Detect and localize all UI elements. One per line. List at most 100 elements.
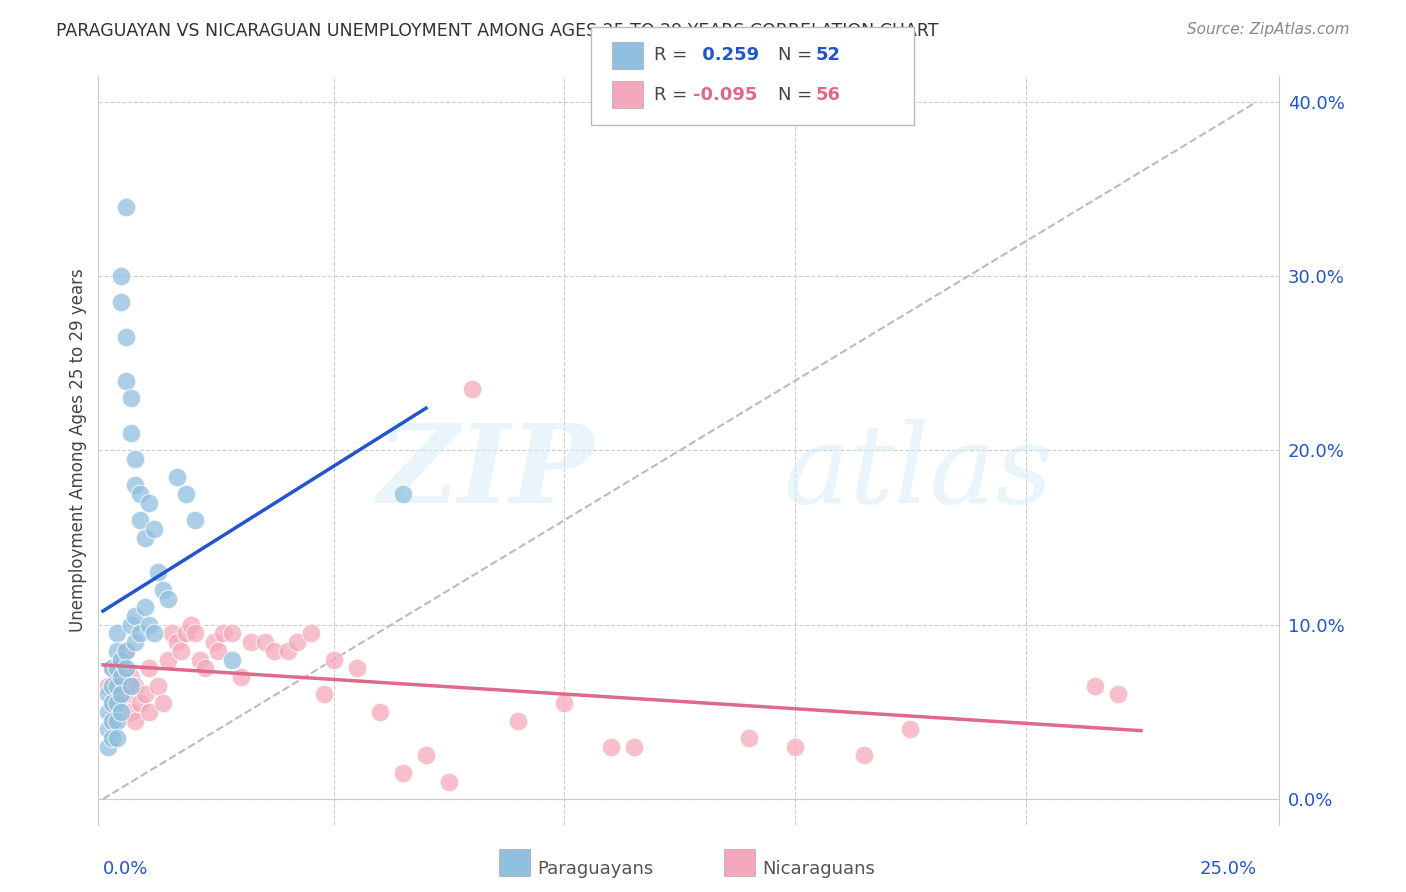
Point	[553, 696, 575, 710]
Point	[277, 644, 299, 658]
Point	[115, 644, 138, 658]
Point	[97, 687, 120, 701]
Point	[120, 617, 142, 632]
Point	[105, 714, 128, 728]
Point	[124, 452, 146, 467]
Point	[239, 635, 262, 649]
Point	[285, 635, 308, 649]
Text: 25.0%: 25.0%	[1199, 860, 1257, 878]
Point	[110, 295, 132, 310]
Point	[212, 626, 235, 640]
Point	[193, 661, 215, 675]
Point	[392, 765, 415, 780]
Point	[105, 731, 128, 745]
Text: 0.0%: 0.0%	[103, 860, 149, 878]
Point	[156, 652, 179, 666]
Point	[101, 661, 124, 675]
Point	[120, 391, 142, 405]
Point	[120, 425, 142, 440]
Text: 0.259: 0.259	[696, 46, 759, 64]
Point	[346, 661, 368, 675]
Point	[184, 513, 207, 527]
Text: 56: 56	[815, 86, 841, 103]
Point	[180, 617, 202, 632]
Point	[853, 748, 876, 763]
Point	[437, 774, 460, 789]
Point	[134, 600, 156, 615]
Point	[508, 714, 530, 728]
Point	[97, 679, 120, 693]
Point	[142, 626, 165, 640]
Point	[156, 591, 179, 606]
Point	[115, 644, 138, 658]
Point	[221, 652, 243, 666]
Point	[138, 617, 160, 632]
Point	[101, 679, 124, 693]
Text: 52: 52	[815, 46, 841, 64]
Point	[97, 705, 120, 719]
Text: R =: R =	[654, 46, 688, 64]
Point	[110, 652, 132, 666]
Text: Source: ZipAtlas.com: Source: ZipAtlas.com	[1187, 22, 1350, 37]
Point	[110, 269, 132, 284]
Text: PARAGUAYAN VS NICARAGUAN UNEMPLOYMENT AMONG AGES 25 TO 29 YEARS CORRELATION CHAR: PARAGUAYAN VS NICARAGUAN UNEMPLOYMENT AM…	[56, 22, 939, 40]
Point	[322, 652, 344, 666]
Point	[120, 705, 142, 719]
Point	[162, 626, 183, 640]
Text: atlas: atlas	[783, 419, 1053, 526]
Point	[97, 723, 120, 737]
Point	[202, 635, 225, 649]
Point	[783, 739, 806, 754]
Point	[221, 626, 243, 640]
Point	[110, 705, 132, 719]
Point	[148, 566, 170, 580]
Point	[174, 626, 197, 640]
Point	[368, 705, 391, 719]
Point	[124, 679, 146, 693]
Point	[124, 714, 146, 728]
Y-axis label: Unemployment Among Ages 25 to 29 years: Unemployment Among Ages 25 to 29 years	[69, 268, 87, 632]
Point	[105, 696, 128, 710]
Point	[129, 626, 152, 640]
Point	[253, 635, 276, 649]
Text: Nicaraguans: Nicaraguans	[762, 860, 875, 878]
Point	[461, 383, 484, 397]
Point	[120, 679, 142, 693]
Point	[110, 670, 132, 684]
Point	[105, 626, 128, 640]
Point	[129, 513, 152, 527]
Point	[142, 522, 165, 536]
Point	[110, 687, 132, 701]
Text: Paraguayans: Paraguayans	[537, 860, 654, 878]
Point	[231, 670, 253, 684]
Text: N =: N =	[778, 86, 811, 103]
Point	[124, 478, 146, 492]
Point	[134, 531, 156, 545]
Point	[138, 496, 160, 510]
Text: ZIP: ZIP	[378, 419, 595, 526]
Point	[115, 200, 138, 214]
Point	[738, 731, 761, 745]
Point	[166, 635, 188, 649]
Point	[1107, 687, 1129, 701]
Point	[115, 687, 138, 701]
Point	[170, 644, 193, 658]
Point	[152, 696, 174, 710]
Point	[110, 687, 132, 701]
Point	[101, 696, 124, 710]
Text: -0.095: -0.095	[693, 86, 758, 103]
Point	[97, 739, 120, 754]
Point	[120, 670, 142, 684]
Point	[138, 661, 160, 675]
Text: N =: N =	[778, 46, 811, 64]
Point	[129, 487, 152, 501]
Point	[115, 330, 138, 344]
Point	[392, 487, 415, 501]
Point	[148, 679, 170, 693]
Point	[129, 696, 152, 710]
Point	[184, 626, 207, 640]
Point	[138, 705, 160, 719]
Point	[115, 374, 138, 388]
Point	[152, 582, 174, 597]
Point	[101, 661, 124, 675]
